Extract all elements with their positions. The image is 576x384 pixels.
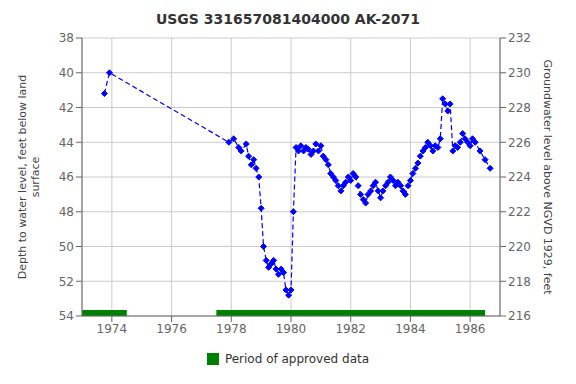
- svg-text:54: 54: [59, 309, 74, 323]
- svg-text:222: 222: [508, 205, 531, 219]
- svg-text:230: 230: [508, 66, 531, 80]
- svg-text:46: 46: [59, 170, 74, 184]
- svg-text:228: 228: [508, 101, 531, 115]
- svg-text:42: 42: [59, 101, 74, 115]
- svg-text:220: 220: [508, 240, 531, 254]
- svg-text:44: 44: [59, 136, 74, 150]
- svg-text:1974: 1974: [97, 322, 128, 336]
- svg-text:1978: 1978: [216, 322, 247, 336]
- svg-text:1976: 1976: [156, 322, 187, 336]
- svg-text:40: 40: [59, 66, 74, 80]
- svg-text:218: 218: [508, 275, 531, 289]
- svg-text:38: 38: [59, 31, 74, 45]
- html-text:USGS 331657081404000 AK-2071: USGS 331657081404000 AK-2071: [155, 11, 421, 27]
- svg-text:52: 52: [59, 275, 74, 289]
- svg-text:Depth to water level, feet bel: Depth to water level, feet below landsur…: [15, 75, 41, 280]
- svg-text:Groundwater level above NGVD 1: Groundwater level above NGVD 1929, feet: [542, 59, 555, 295]
- svg-text:48: 48: [59, 205, 74, 219]
- svg-text:216: 216: [508, 309, 531, 323]
- html-text:Period of approved data: Period of approved data: [224, 352, 370, 366]
- svg-text:1980: 1980: [276, 322, 307, 336]
- svg-text:1982: 1982: [335, 322, 366, 336]
- svg-text:1984: 1984: [395, 322, 426, 336]
- svg-text:224: 224: [508, 170, 531, 184]
- svg-text:232: 232: [508, 31, 531, 45]
- svg-text:50: 50: [59, 240, 74, 254]
- svg-text:226: 226: [508, 136, 531, 150]
- svg-text:1986: 1986: [455, 322, 486, 336]
